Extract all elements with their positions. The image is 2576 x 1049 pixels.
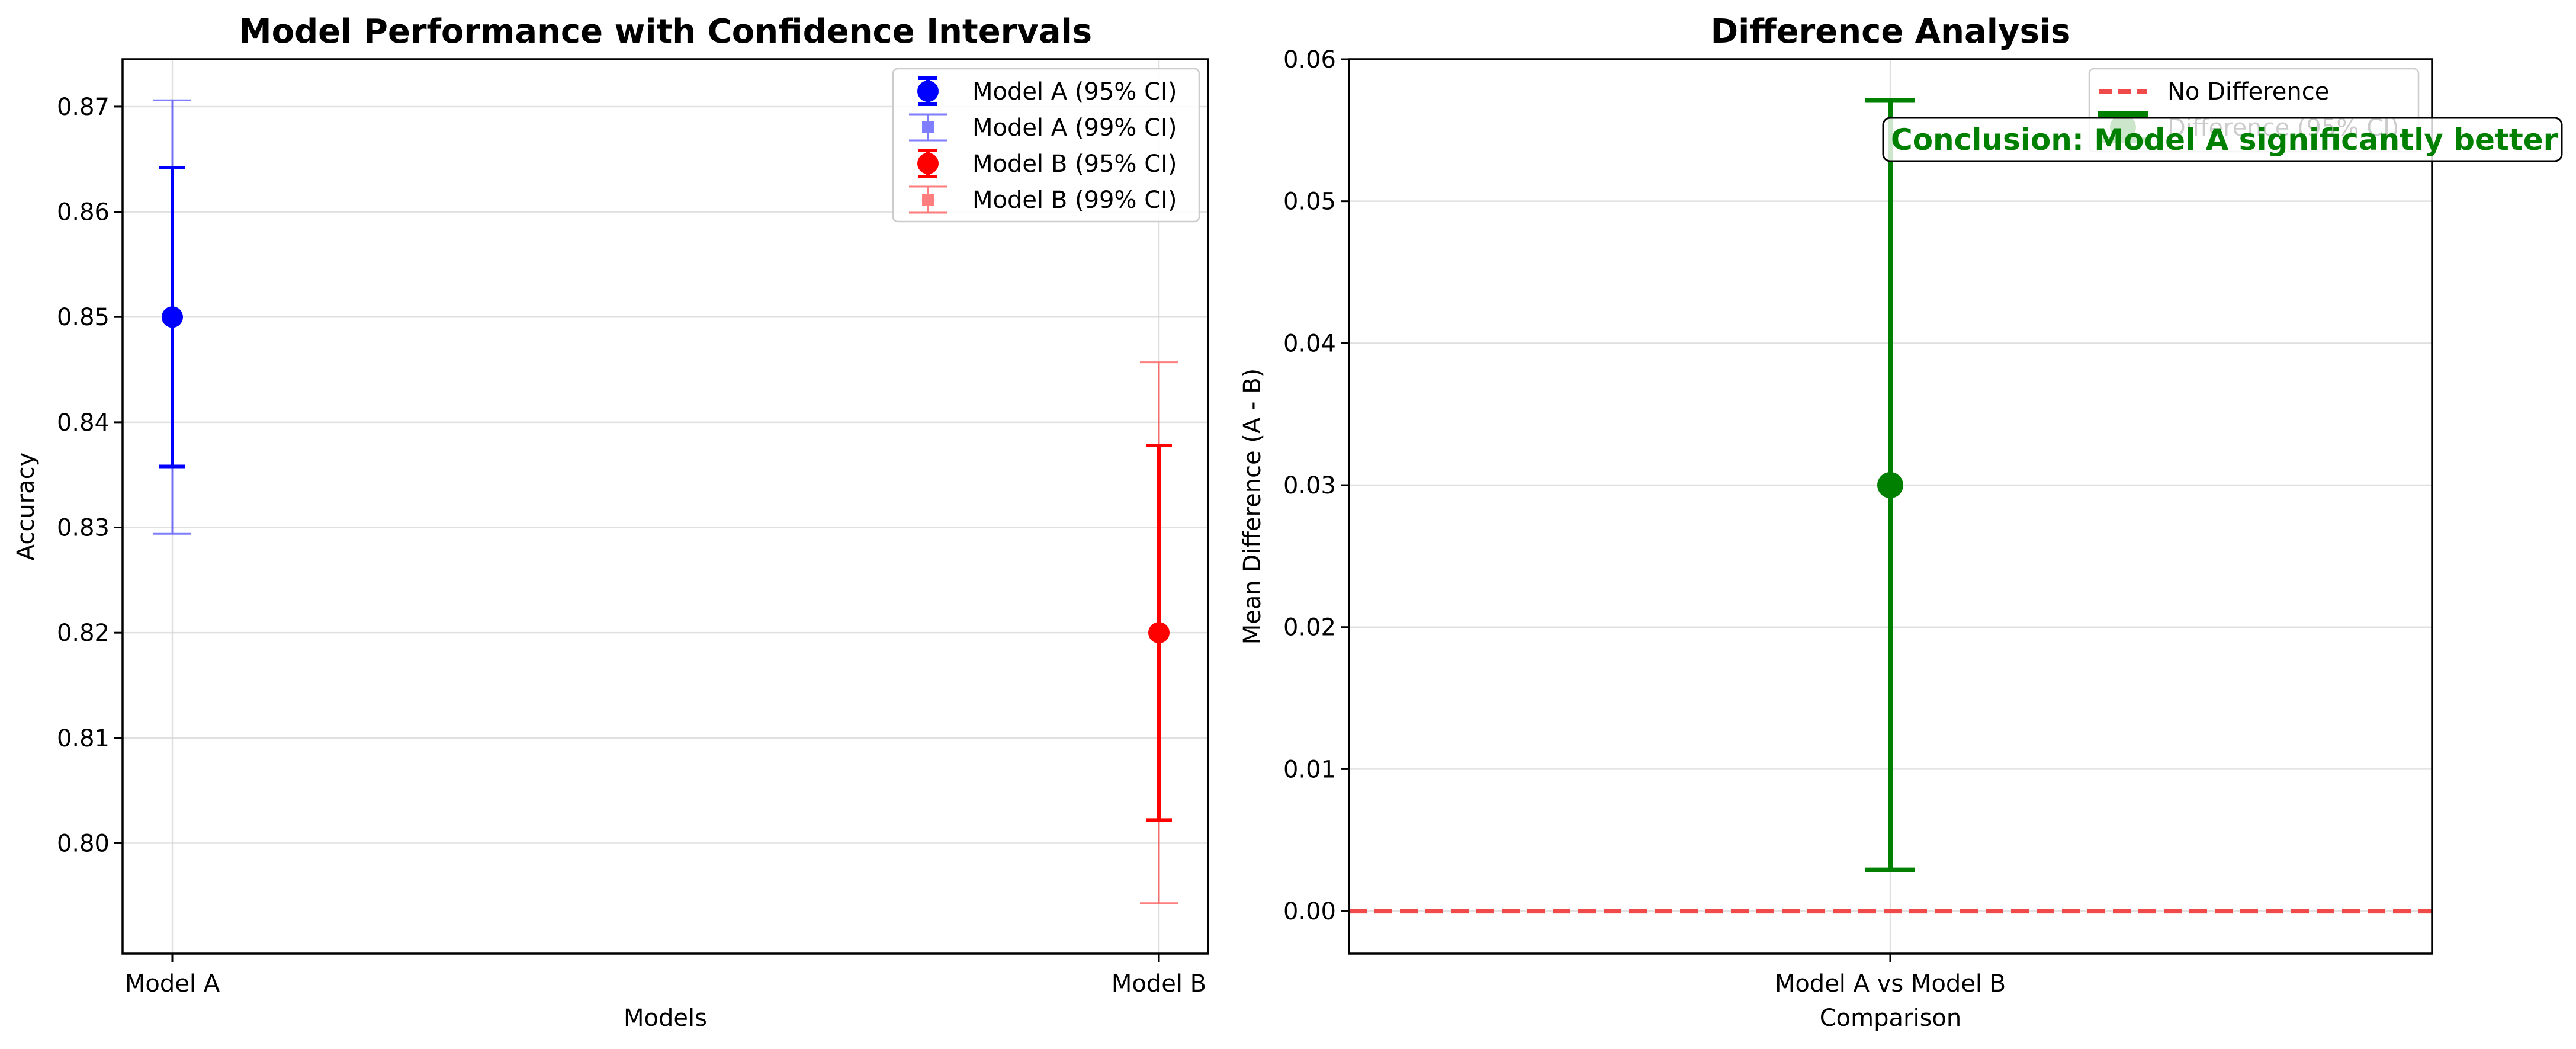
legend-square [922,194,934,206]
series-marks [1865,98,1915,872]
legend-point [917,81,939,102]
y-tick-label: 0.01 [1283,756,1336,783]
x-axis-label: Comparison [1820,1005,1962,1032]
errorbar-difference-95-ci- [1865,98,1915,872]
annotation-box [1882,117,2563,162]
y-tick-label: 0.02 [1283,614,1336,641]
x-tick-label: Model A vs Model B [1775,970,2006,997]
y-tick-label: 0.84 [57,409,110,437]
legend-label: Model A (95% CI) [972,78,1177,105]
y-tick-label: 0.80 [57,830,110,857]
x-axis-label: Models [624,1005,707,1032]
legend-label: Model B (95% CI) [972,150,1177,178]
chart-title: Model Performance with Confidence Interv… [239,12,1092,51]
y-tick-label: 0.00 [1283,898,1336,925]
y-tick-label: 0.03 [1283,472,1336,499]
legend-label: Model B (99% CI) [972,187,1177,214]
y-tick-label: 0.82 [57,620,110,647]
legend-label: Model A (99% CI) [972,114,1177,142]
y-tick-label: 0.86 [57,199,110,226]
y-tick-label: 0.81 [57,725,110,752]
y-tick-label: 0.04 [1283,330,1336,357]
legend-square [922,121,934,133]
legend-marker [917,149,939,178]
y-tick-label: 0.06 [1283,46,1336,73]
legend-1: Model A (95% CI) Model A (99% CI) Model B … [892,68,1200,223]
legend-box [892,68,1200,223]
series-marks [153,99,1178,904]
legend-marker [909,113,947,142]
y-axis-label: Accuracy [12,453,40,561]
errorbar-model-b-99-ci- [1140,361,1178,904]
y-axis-label: Mean Difference (A - B) [1239,368,1266,645]
legend-label: No Difference [2167,78,2329,105]
conclusion-text: Conclusion: Model A significantly better [1891,123,2558,157]
x-tick-label: Model A [125,970,220,997]
errorbar-model-a-99-ci- [153,99,191,535]
legend-marker [917,76,939,106]
x-tick-label: Model B [1112,970,1206,997]
mean-point [1877,472,1903,499]
panel-2: 0.00 0.01 0.02 0.03 0.04 0.05 0.06 Model A vs M… [1239,12,2433,1032]
y-tick-label: 0.87 [57,94,110,121]
conclusion-annotation: Conclusion: Model A significantly better [1882,117,2563,162]
y-tick-label: 0.83 [57,515,110,542]
panel-1: 0.80 0.81 0.82 0.83 0.84 0.85 0.86 0.87 Model A M… [12,12,1209,1032]
chart-title: Difference Analysis [1711,12,2071,51]
legend-marker [909,185,947,214]
y-tick-label: 0.05 [1283,188,1336,216]
legend-point [917,153,939,174]
axes-frame [121,58,1209,955]
y-tick-label: 0.85 [57,304,110,331]
